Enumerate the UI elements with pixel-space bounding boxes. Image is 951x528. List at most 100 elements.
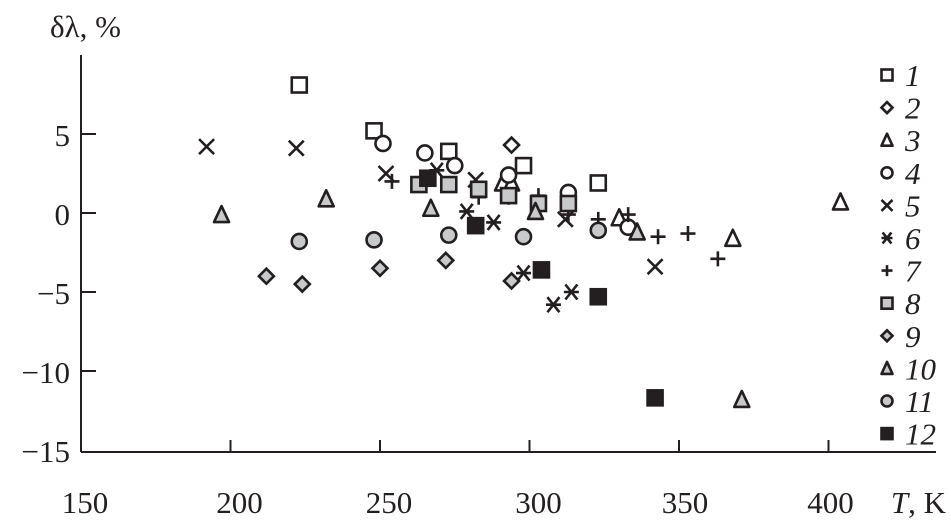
y-tick-label: 0	[55, 197, 71, 232]
legend-item-11: 11	[880, 384, 934, 419]
legend-item-5: 5	[880, 188, 921, 223]
legend-marker-4	[880, 166, 894, 180]
legend-label: 11	[905, 384, 934, 419]
legend-marker-7	[881, 265, 893, 277]
legend-item-12: 12	[880, 417, 936, 452]
data-point-series-6	[486, 214, 502, 231]
legend-marker-12	[880, 426, 894, 441]
x-axis-title: T, K	[891, 485, 947, 520]
data-point-series-1	[514, 156, 533, 175]
legend-label: 5	[905, 188, 921, 223]
data-point-series-9	[257, 266, 276, 286]
data-point-series-5	[646, 258, 664, 276]
data-point-series-3	[724, 228, 742, 248]
legend-item-8: 8	[880, 286, 921, 321]
legend-label: 3	[904, 123, 921, 158]
data-point-series-7	[650, 229, 666, 245]
data-point-series-7	[680, 226, 696, 242]
legend-item-2: 2	[879, 91, 921, 126]
data-point-series-10	[732, 389, 751, 409]
data-point-series-12	[589, 287, 608, 306]
data-point-series-7	[384, 173, 400, 189]
data-point-series-9	[436, 251, 456, 270]
data-point-series-11	[514, 227, 533, 246]
data-point-series-8	[469, 180, 488, 199]
data-point-series-12	[419, 169, 437, 188]
data-point-series-1	[439, 142, 458, 161]
legend-label: 2	[905, 91, 921, 126]
data-point-series-8	[439, 175, 458, 194]
data-point-series-7	[710, 251, 726, 267]
data-point-series-6	[516, 264, 532, 282]
legend-marker-6	[881, 231, 893, 245]
legend-item-6: 6	[881, 221, 921, 256]
data-point-series-10	[317, 188, 335, 208]
y-tick-label: −5	[37, 276, 70, 311]
data-point-series-3	[831, 192, 850, 211]
data-point-series-8	[499, 186, 518, 205]
legend-marker-11	[880, 394, 894, 408]
legend-label: 7	[905, 254, 922, 289]
legend-label: 10	[905, 351, 937, 386]
data-point-series-5	[287, 139, 305, 157]
legend-label: 12	[905, 417, 936, 452]
legend-label: 1	[905, 58, 921, 93]
legend-label: 8	[905, 286, 921, 321]
data-point-series-4	[416, 144, 434, 162]
y-tick-label: −15	[22, 434, 70, 469]
data-point-series-11	[439, 226, 458, 244]
y-tick-label: 5	[55, 118, 71, 153]
data-point-series-4	[499, 166, 518, 184]
data-point-series-12	[532, 261, 551, 279]
data-point-series-12	[466, 216, 485, 235]
legend-marker-5	[880, 198, 894, 212]
x-tick-label: 350	[662, 485, 709, 520]
y-axis-title: δλ, %	[50, 9, 121, 44]
legend-label: 4	[905, 156, 921, 191]
data-point-series-6	[545, 296, 561, 313]
data-point-series-12	[646, 389, 664, 407]
x-axis-title-variable: T	[891, 485, 911, 520]
data-point-series-8	[559, 194, 578, 213]
legend-marker-8	[880, 296, 894, 311]
legend-label: 9	[905, 319, 921, 354]
data-point-series-10	[212, 204, 231, 224]
legend-marker-1	[880, 68, 894, 82]
data-point-series-4	[445, 156, 464, 175]
data-point-series-1	[589, 174, 608, 192]
x-tick-label: 200	[216, 485, 263, 520]
data-point-series-9	[502, 271, 521, 291]
data-point-series-6	[459, 203, 475, 220]
legend-item-7: 7	[881, 254, 922, 289]
legend-marker-9	[879, 328, 895, 344]
legend-item-9: 9	[879, 319, 921, 354]
legend-item-1: 1	[880, 58, 921, 93]
y-tick-label: −10	[22, 355, 70, 390]
data-point-series-5	[198, 138, 215, 156]
x-tick-label: 300	[515, 485, 562, 520]
data-point-series-1	[290, 76, 309, 94]
legend-marker-10	[880, 360, 894, 376]
data-point-series-10	[526, 201, 545, 221]
x-axis-title-unit: , K	[908, 485, 947, 520]
data-point-series-7	[620, 207, 636, 223]
legend-marker-2	[879, 100, 895, 115]
data-point-series-10	[422, 198, 440, 218]
data-point-series-1	[365, 122, 383, 140]
x-tick-label: 400	[807, 485, 854, 520]
legend-marker-3	[880, 132, 894, 147]
data-point-series-10	[628, 222, 646, 241]
legend-item-4: 4	[880, 156, 921, 191]
data-point-series-11	[589, 221, 608, 240]
data-point-series-11	[290, 232, 309, 251]
data-point-series-11	[365, 231, 383, 249]
data-point-series-2	[502, 135, 521, 155]
data-point-series-9	[292, 274, 312, 294]
data-point-series-4	[374, 134, 392, 153]
x-tick-label: 150	[62, 485, 109, 520]
data-point-series-9	[370, 258, 390, 278]
x-tick-label: 250	[366, 485, 413, 520]
data-point-series-6	[563, 283, 579, 301]
legend-item-3: 3	[880, 123, 921, 158]
